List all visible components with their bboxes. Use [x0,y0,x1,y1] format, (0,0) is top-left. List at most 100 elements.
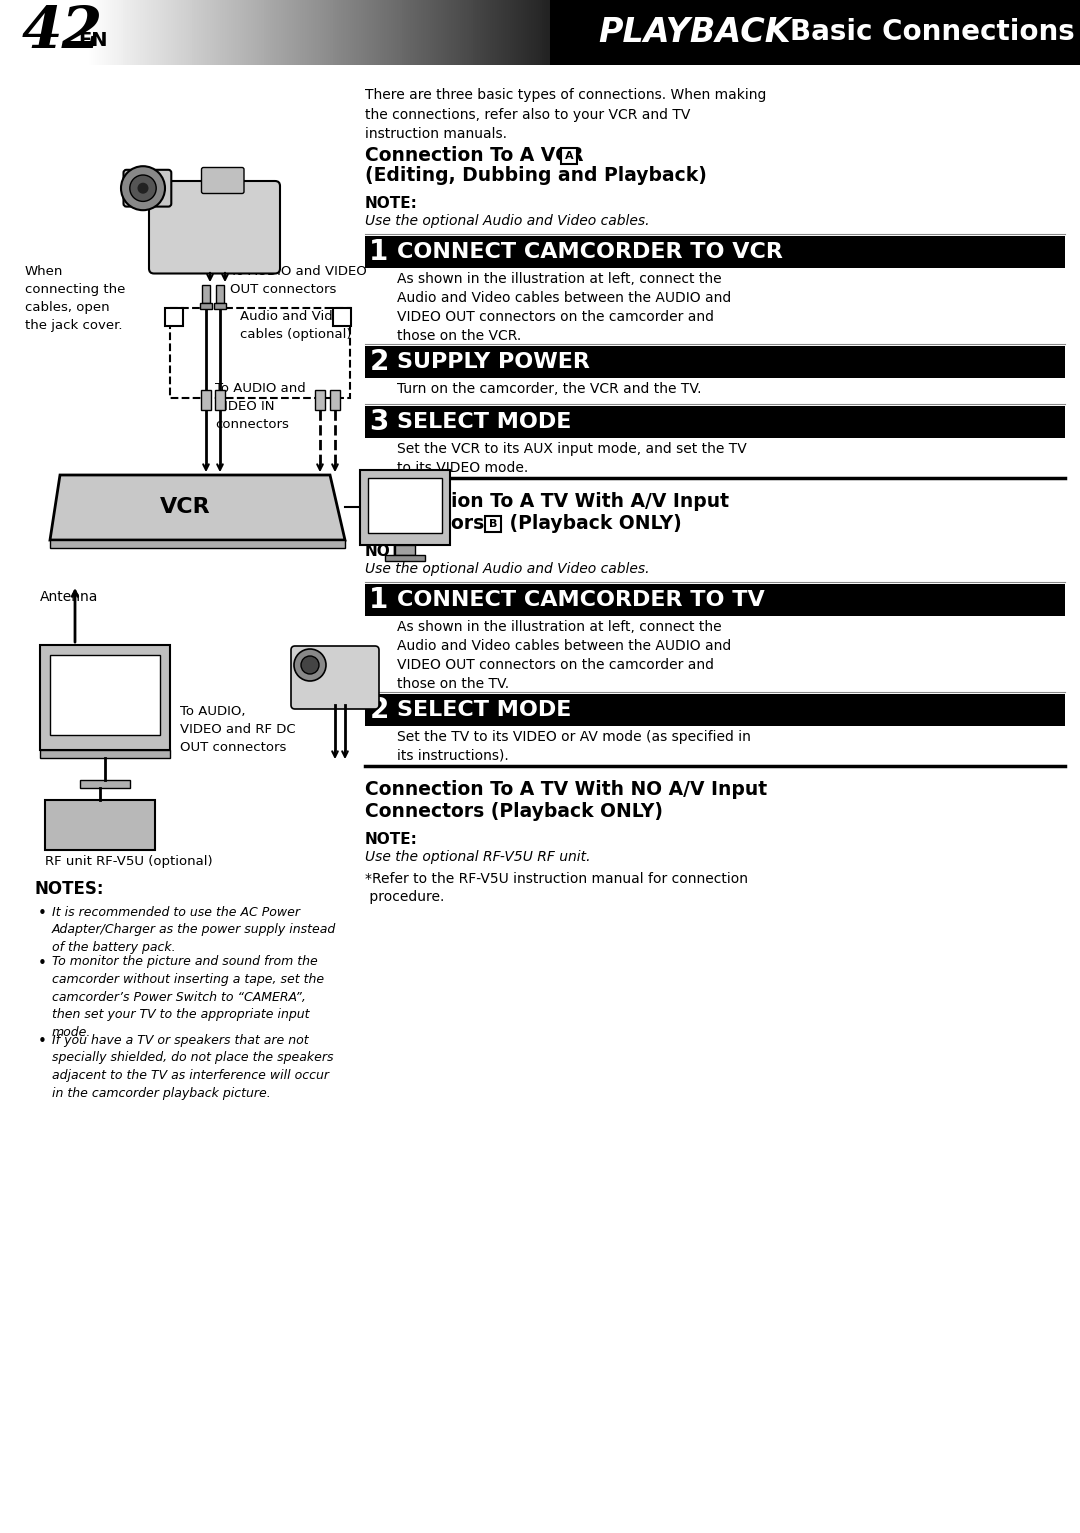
Bar [339,0,341,64]
Bar [261,0,264,64]
Bar [166,0,168,64]
Bar [724,0,726,64]
Bar [384,0,387,64]
Bar [994,0,996,64]
Bar [782,0,784,64]
Bar [840,0,842,64]
Bar [499,0,501,64]
Bar [914,0,916,64]
Bar [987,0,989,64]
Text: CONNECT CAMCORDER TO TV: CONNECT CAMCORDER TO TV [397,590,765,610]
Bar [829,0,832,64]
Bar [335,0,337,64]
Bar [838,0,840,64]
Bar [430,0,432,64]
Bar [659,0,661,64]
Bar [15,0,17,64]
Text: To AUDIO and
VIDEO IN
connectors: To AUDIO and VIDEO IN connectors [215,382,306,431]
Bar [970,0,972,64]
Bar [927,0,929,64]
Bar [134,0,136,64]
Bar [981,0,983,64]
Bar [1024,0,1026,64]
Bar [618,0,620,64]
Text: Antenna: Antenna [40,590,98,604]
Bar [847,0,849,64]
Bar [626,0,629,64]
Bar [110,0,112,64]
Bar [246,0,248,64]
Bar [827,0,829,64]
Bar [542,0,544,64]
Bar [784,0,786,64]
Bar [214,304,226,310]
Bar [460,0,462,64]
Text: A: A [170,310,178,319]
Text: If you have a TV or speakers that are not
specially shielded, do not place the s: If you have a TV or speakers that are no… [52,1033,334,1099]
Bar [367,0,369,64]
Bar [186,0,188,64]
Bar [89,0,91,64]
Bar [372,0,374,64]
Bar [566,0,568,64]
Bar [1045,0,1048,64]
Bar [881,0,883,64]
Bar [585,0,588,64]
Bar [726,0,728,64]
Bar [754,0,756,64]
Bar [1002,0,1004,64]
Bar [274,0,276,64]
Bar [40,750,170,757]
Text: To AUDIO,
VIDEO and RF DC
OUT connectors: To AUDIO, VIDEO and RF DC OUT connectors [180,705,296,754]
Text: 1: 1 [369,586,389,615]
Bar [760,0,762,64]
Bar [501,0,503,64]
Bar [879,0,881,64]
Bar [516,0,518,64]
Bar [438,0,441,64]
Bar [389,0,391,64]
Bar [780,0,782,64]
Bar [318,0,320,64]
Bar [482,0,484,64]
Circle shape [130,175,157,201]
Bar [747,0,750,64]
Bar [791,0,793,64]
Bar [551,0,553,64]
Text: Set the TV to its VIDEO or AV mode (as specified in
its instructions).: Set the TV to its VIDEO or AV mode (as s… [397,730,751,763]
Bar [944,0,946,64]
Bar [631,0,633,64]
Bar [1067,0,1069,64]
Bar [1009,0,1011,64]
Bar [203,0,205,64]
Bar [1054,0,1056,64]
Bar [1078,0,1080,64]
Bar [257,0,259,64]
Bar [173,0,175,64]
Bar [188,0,190,64]
Bar [657,0,659,64]
Bar [170,308,350,399]
Text: NOTES:: NOTES: [35,880,105,898]
Bar [305,0,307,64]
Bar [281,0,283,64]
Bar [523,0,525,64]
Bar [415,0,417,64]
Bar [810,0,812,64]
Bar [143,0,145,64]
Bar [966,0,968,64]
Bar [916,0,918,64]
Bar [590,0,592,64]
Bar [484,0,486,64]
Bar [9,0,11,64]
Circle shape [294,648,326,681]
Bar [477,0,480,64]
Bar [959,0,961,64]
Bar [233,0,235,64]
Bar [518,0,521,64]
Bar [814,0,816,64]
Bar [360,471,450,546]
Bar [842,0,845,64]
Bar [149,0,151,64]
Bar [214,0,216,64]
